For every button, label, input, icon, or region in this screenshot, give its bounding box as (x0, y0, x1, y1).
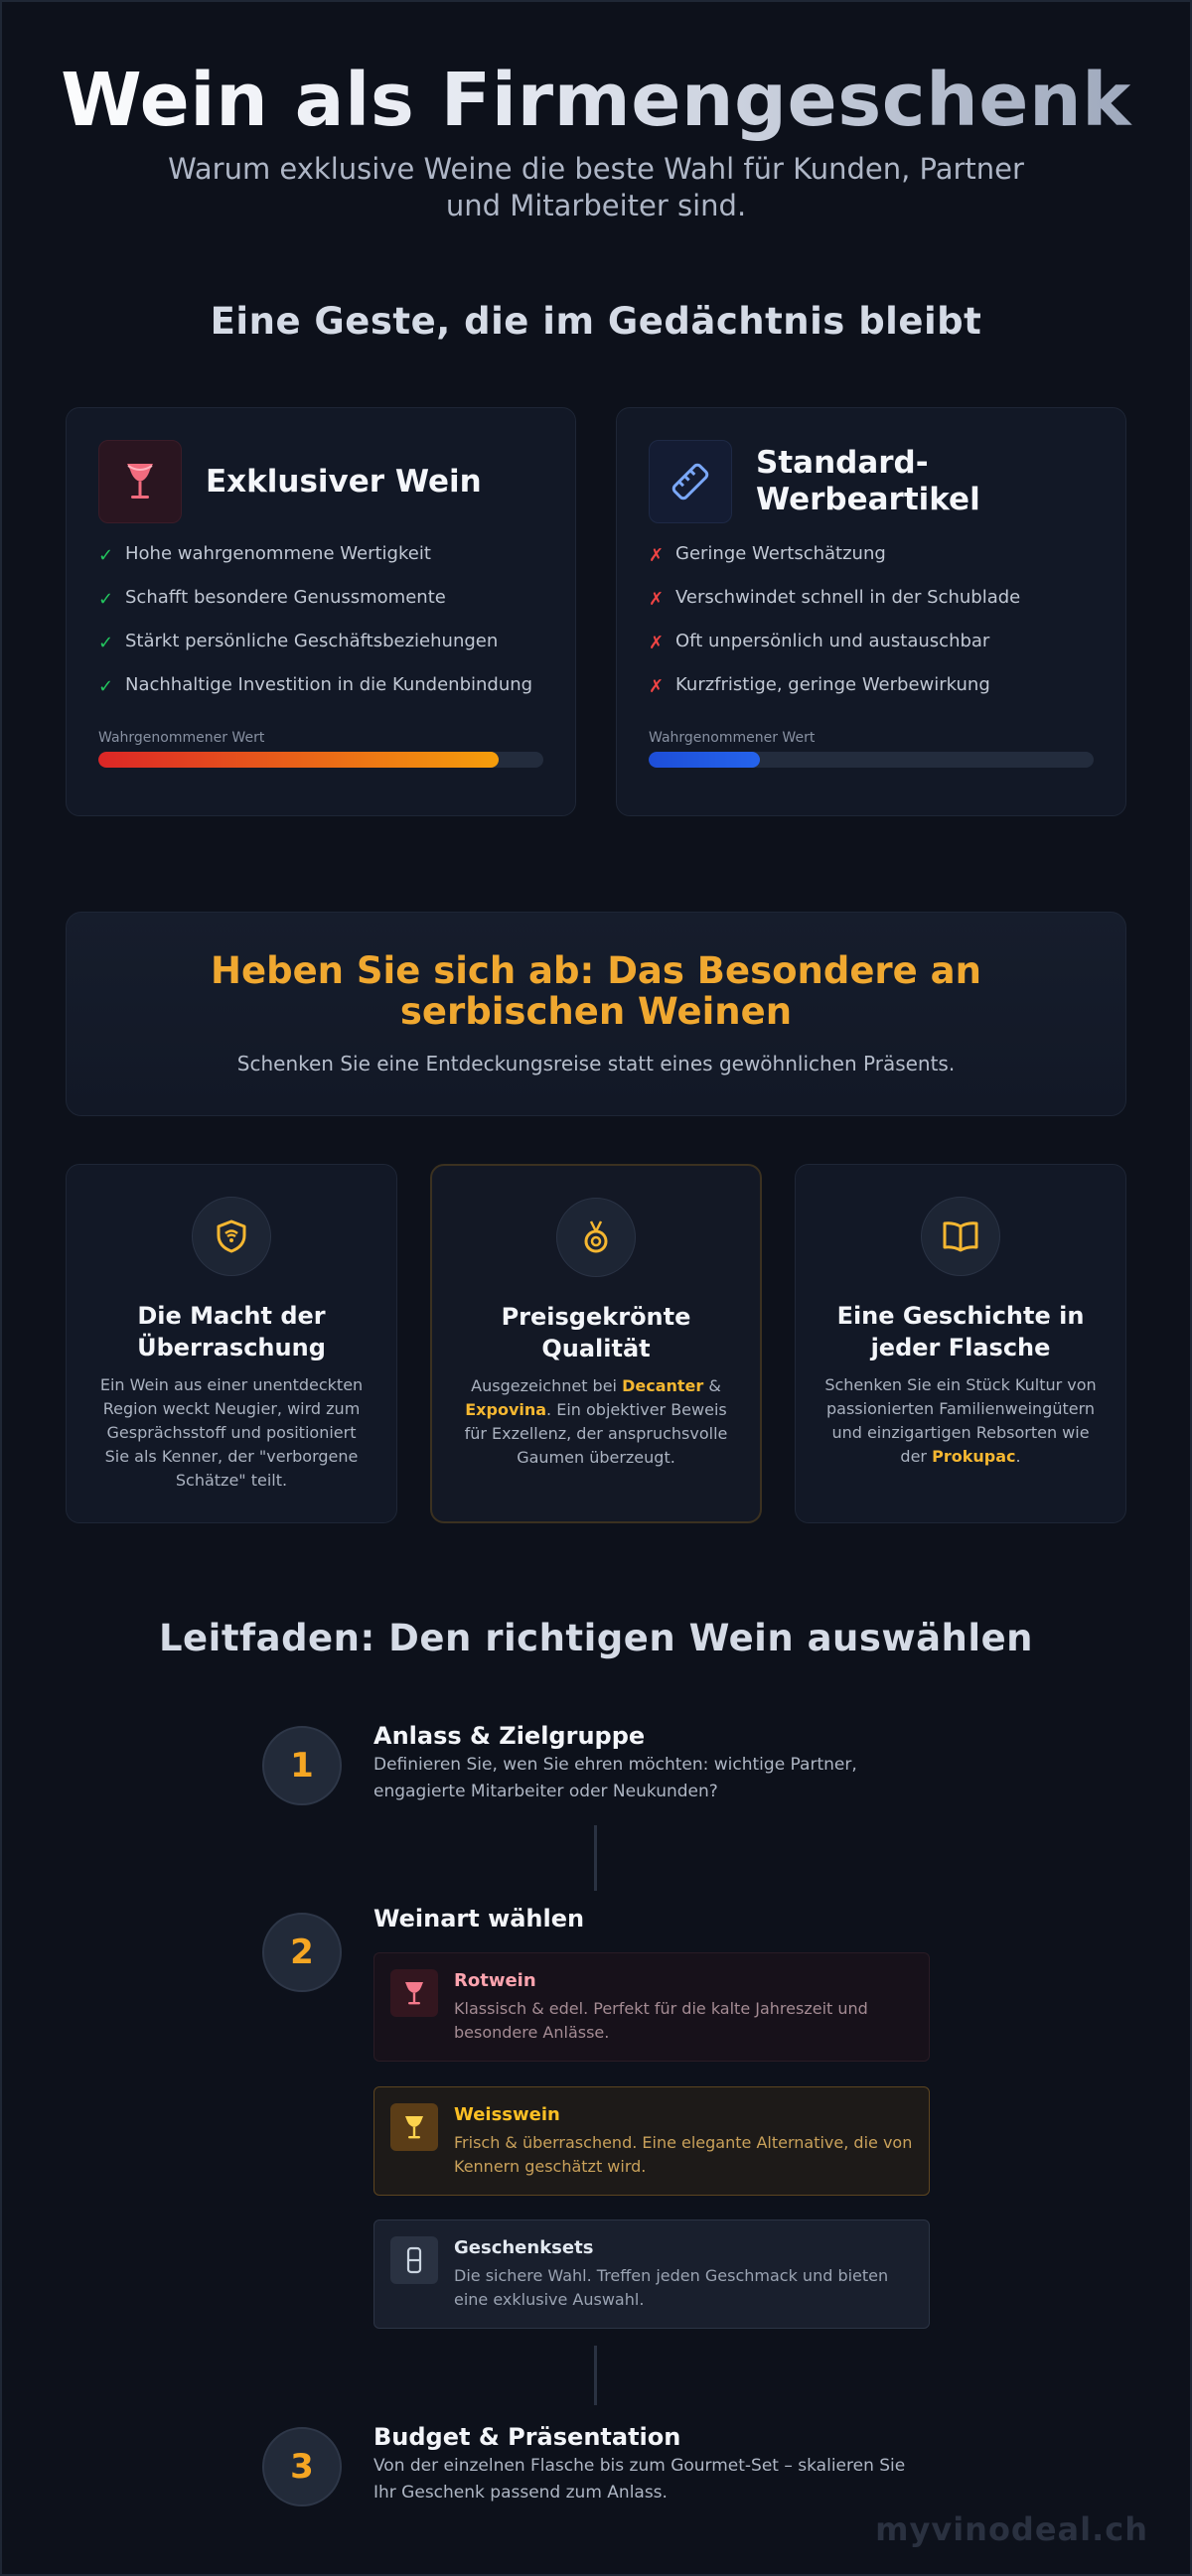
option-text: Die sichere Wahl. Treffen jeden Geschmac… (454, 2266, 889, 2309)
benefit-item: ✓ Stärkt persönliche Geschäftsbeziehungen (98, 629, 543, 672)
drawback-item: ✗ Kurzfristige, geringe Werbewirkung (649, 672, 1094, 716)
gift-set-icon (390, 2236, 438, 2284)
step-number: 2 (262, 1913, 342, 1992)
drawback-item: ✗ Geringe Wertschätzung (649, 541, 1094, 585)
white-wine-icon (390, 2103, 438, 2151)
exclusive-benefits-list: ✓ Hohe wahrgenommene Wertigkeit ✓ Schafft … (98, 541, 543, 716)
step-connector (594, 2346, 597, 2405)
standard-gift-card: Standard-Werbeartikel ✗ Geringe Wertschät… (616, 407, 1126, 816)
value-meter (98, 752, 543, 768)
page-title: Wein als Firmengeschenk (0, 58, 1192, 143)
exclusive-wine-card: Exklusiver Wein ✓ Hohe wahrgenommene Wert… (66, 407, 576, 816)
feature-card-quality: Preisgekrönte Qualität Ausgezeichnet bei… (430, 1164, 762, 1523)
check-icon: ✓ (98, 676, 114, 697)
drawback-item: ✗ Verschwindet schnell in der Schublade (649, 585, 1094, 629)
step-text: Definieren Sie, wen Sie ehren möchten: w… (373, 1755, 857, 1801)
feature-title: Die Macht der Überraschung (137, 1302, 326, 1361)
feature-title: Eine Geschichte in jeder Flasche (836, 1302, 1085, 1361)
page-subtitle: Warum exklusive Weine die beste Wahl für… (168, 152, 1024, 222)
banner-subtitle: Schenken Sie eine Entdeckungsreise statt… (236, 1052, 956, 1075)
standard-gift-title: Standard-Werbeartikel (756, 445, 980, 517)
cross-icon: ✗ (649, 633, 665, 653)
benefit-item: ✓ Nachhaltige Investition in die Kundenbi… (98, 672, 543, 716)
step-number: 3 (262, 2427, 342, 2506)
drawback-item: ✗ Oft unpersönlich und austauschbar (649, 629, 1094, 672)
comparison-heading: Eine Geste, die im Gedächtnis bleibt (210, 300, 982, 343)
guide-heading: Leitfaden: Den richtigen Wein auswählen (158, 1617, 1034, 1659)
feature-text: Ein Wein aus einer unentdeckten Region w… (99, 1375, 364, 1490)
check-icon: ✓ (98, 589, 114, 610)
step-text: Von der einzelnen Flasche bis zum Gourme… (373, 2456, 906, 2503)
feature-card-surprise: Die Macht der Überraschung Ein Wein aus … (66, 1164, 397, 1523)
book-icon (921, 1197, 1000, 1276)
option-title: Geschenksets (454, 2237, 594, 2258)
watermark: myvinodeal.ch (875, 2510, 1148, 2548)
shield-icon (192, 1197, 271, 1276)
option-text: Klassisch & edel. Perfekt für die kalte … (454, 1999, 868, 2042)
feature-text: Ausgezeichnet bei Decanter & Expovina. E… (464, 1376, 728, 1467)
step-number: 1 (262, 1726, 342, 1805)
cross-icon: ✗ (649, 589, 665, 610)
award-name: Expovina (465, 1400, 547, 1419)
wine-option-red: Rotwein Klassisch & edel. Perfekt für di… (373, 1952, 930, 2062)
feature-card-story: Eine Geschichte in jeder Flasche Schenke… (795, 1164, 1126, 1523)
feature-text: Schenken Sie ein Stück Kultur von passio… (824, 1375, 1097, 1466)
wine-option-giftset: Geschenksets Die sichere Wahl. Treffen j… (373, 2219, 930, 2329)
check-icon: ✓ (98, 545, 114, 566)
grape-variety-name: Prokupac (932, 1447, 1016, 1466)
award-name: Decanter (622, 1376, 704, 1395)
banner-title: Heben Sie sich ab: Das Besondere an serb… (211, 949, 981, 1033)
benefit-item: ✓ Schafft besondere Genussmomente (98, 585, 543, 629)
value-meter-fill (649, 752, 760, 768)
standard-drawbacks-list: ✗ Geringe Wertschätzung ✗ Verschwindet sch… (649, 541, 1094, 716)
wine-option-white: Weisswein Frisch & überraschend. Eine el… (373, 2086, 930, 2196)
serbian-wine-banner: Heben Sie sich ab: Das Besondere an serb… (66, 912, 1126, 1116)
value-meter-label: Wahrgenommener Wert (649, 730, 816, 746)
check-icon: ✓ (98, 633, 114, 653)
red-wine-icon (390, 1969, 438, 2017)
option-title: Weisswein (454, 2104, 560, 2125)
value-meter (649, 752, 1094, 768)
step-title: Weinart wählen (373, 1905, 585, 1932)
cross-icon: ✗ (649, 676, 665, 697)
benefit-item: ✓ Hohe wahrgenommene Wertigkeit (98, 541, 543, 585)
option-title: Rotwein (454, 1970, 536, 1991)
value-meter-label: Wahrgenommener Wert (98, 730, 265, 746)
step-title: Budget & Präsentation (373, 2423, 681, 2451)
value-meter-fill (98, 752, 500, 768)
option-text: Frisch & überraschend. Eine elegante Alt… (454, 2133, 913, 2176)
feature-title: Preisgekrönte Qualität (501, 1303, 691, 1362)
step-title: Anlass & Zielgruppe (373, 1722, 646, 1750)
cross-icon: ✗ (649, 545, 665, 566)
wine-glass-icon (98, 440, 182, 523)
exclusive-wine-title: Exklusiver Wein (206, 463, 482, 500)
medal-icon (556, 1198, 636, 1277)
step-connector (594, 1825, 597, 1891)
tag-icon (649, 440, 732, 523)
